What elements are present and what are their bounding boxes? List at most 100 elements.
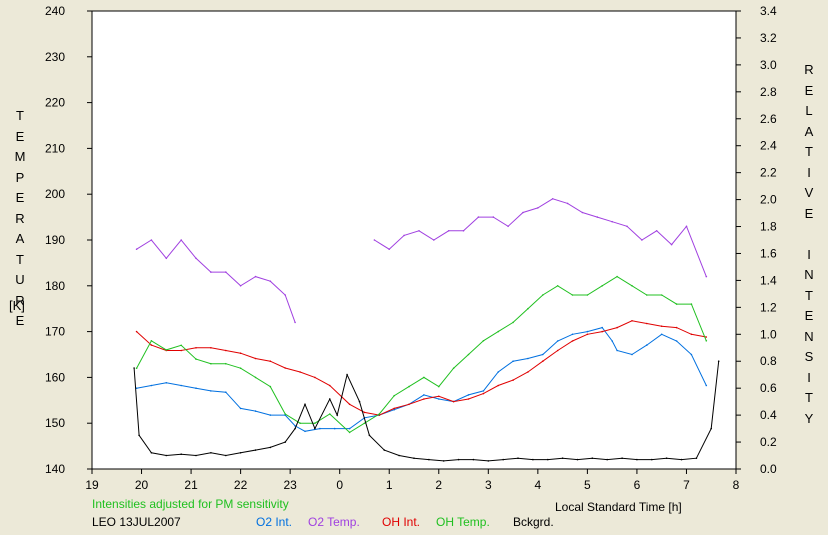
y-left-tick-label: 230: [45, 50, 65, 64]
y-right-tick-label: 0.8: [760, 354, 777, 368]
y-right-tick-label: 1.6: [760, 246, 777, 260]
data-point-bckgrd: [239, 452, 242, 454]
axis-label-letter: U: [15, 272, 25, 287]
data-point-oh-int: [646, 322, 648, 325]
data-point-oh-temp: [135, 367, 138, 370]
data-point-oh-int: [423, 398, 425, 400]
data-point-o2-int: [165, 382, 168, 384]
data-point-oh-temp: [438, 385, 440, 388]
data-point-oh-int: [329, 384, 331, 387]
series-line-bckgrd: [133, 361, 720, 462]
data-point-o2-int: [571, 333, 574, 336]
axis-label-letter: N: [804, 267, 814, 282]
axis-label-letter: M: [14, 149, 26, 164]
data-point-o2-temp: [705, 275, 708, 278]
data-point-oh-int: [601, 330, 603, 333]
axis-label-letter: T: [805, 287, 813, 303]
data-point-bckgrd: [517, 457, 519, 460]
data-point-bckgrd: [294, 427, 296, 430]
data-point-bckgrd: [487, 460, 490, 462]
data-point-oh-temp: [150, 340, 153, 342]
axis-label-letter: L: [805, 103, 813, 118]
data-point-o2-temp: [210, 271, 212, 273]
data-point-oh-temp: [690, 303, 693, 305]
data-point-bckgrd: [428, 458, 430, 461]
data-point-o2-int: [497, 371, 500, 373]
data-point-oh-int: [542, 360, 544, 363]
data-point-o2-int: [467, 394, 470, 396]
data-point-o2-temp: [403, 234, 405, 237]
axis-label-letter: E: [15, 313, 25, 328]
data-point-oh-int: [438, 395, 440, 398]
axis-label-letter: A: [804, 123, 814, 139]
data-point-o2-temp: [670, 243, 673, 246]
x-tick-label: 21: [184, 478, 198, 492]
data-point-o2-int: [611, 340, 613, 342]
y-right-tick-label: 1.4: [760, 273, 777, 287]
y-right-tick-label: 0.0: [760, 462, 777, 476]
data-point-o2-temp: [388, 248, 391, 250]
data-point-bckgrd: [442, 460, 445, 462]
axis-label-letter: R: [15, 210, 25, 226]
data-point-oh-temp: [348, 431, 351, 434]
data-point-oh-temp: [571, 294, 574, 296]
data-point-bckgrd: [304, 403, 306, 406]
data-point-oh-int: [660, 325, 663, 328]
data-point-oh-temp: [363, 422, 366, 425]
data-point-oh-int: [239, 352, 242, 355]
axis-label-letter: Y: [804, 410, 814, 426]
data-point-o2-int: [542, 353, 544, 356]
x-tick-label: 6: [634, 478, 641, 492]
axis-label-letter: T: [16, 108, 24, 123]
data-point-bckgrd: [358, 400, 361, 403]
axis-label-letter: E: [804, 205, 814, 221]
data-point-bckgrd: [576, 458, 579, 461]
data-point-o2-int: [675, 340, 678, 342]
legend-o2-int: O2 Int.: [256, 515, 293, 529]
data-point-oh-temp: [329, 413, 331, 415]
data-point-oh-int: [556, 349, 559, 352]
legend-bckgrd: Bckgrd.: [513, 515, 554, 529]
data-point-oh-temp: [556, 285, 559, 287]
x-tick-label: 8: [733, 478, 740, 492]
y-right-tick-label: 1.8: [760, 220, 777, 234]
data-point-o2-int: [239, 407, 242, 410]
axis-label-letter: V: [804, 185, 814, 200]
data-point-o2-temp: [596, 216, 599, 218]
station-date: LEO 13JUL2007: [92, 515, 181, 529]
data-point-bckgrd: [210, 452, 212, 454]
data-point-oh-int: [225, 349, 227, 352]
data-point-o2-int: [646, 344, 648, 346]
data-point-o2-int: [150, 384, 153, 387]
data-point-oh-temp: [705, 340, 708, 342]
y-right-tick-label: 2.6: [760, 112, 777, 126]
y-left-tick-label: 210: [45, 141, 65, 155]
data-point-oh-int: [586, 333, 589, 336]
x-tick-label: 19: [85, 478, 99, 492]
data-point-oh-int: [452, 400, 455, 403]
data-point-oh-int: [195, 347, 197, 349]
legend-o2-temp: O2 Temp.: [308, 515, 360, 529]
data-point-o2-temp: [254, 275, 257, 278]
data-point-bckgrd: [547, 458, 549, 461]
data-point-oh-temp: [631, 285, 633, 287]
data-point-oh-temp: [180, 344, 182, 347]
data-point-bckgrd: [195, 454, 197, 457]
axis-label-letter: R: [804, 62, 814, 77]
y-left-tick-label: 190: [45, 233, 65, 247]
axis-label-letter: T: [805, 144, 813, 159]
y-left-tick-label: 140: [45, 462, 65, 476]
data-point-oh-temp: [393, 394, 396, 397]
data-point-bckgrd: [606, 458, 608, 461]
data-point-o2-temp: [373, 239, 376, 241]
axis-label-letter: T: [805, 390, 813, 405]
data-point-o2-int: [319, 427, 321, 430]
y-right-tick-label: 2.8: [760, 85, 777, 99]
data-point-oh-temp: [284, 413, 287, 415]
y-right-tick-label: 3.4: [760, 4, 777, 18]
data-point-oh-int: [675, 326, 678, 329]
axis-label-letter: I: [807, 246, 811, 262]
data-point-bckgrd: [336, 414, 339, 416]
